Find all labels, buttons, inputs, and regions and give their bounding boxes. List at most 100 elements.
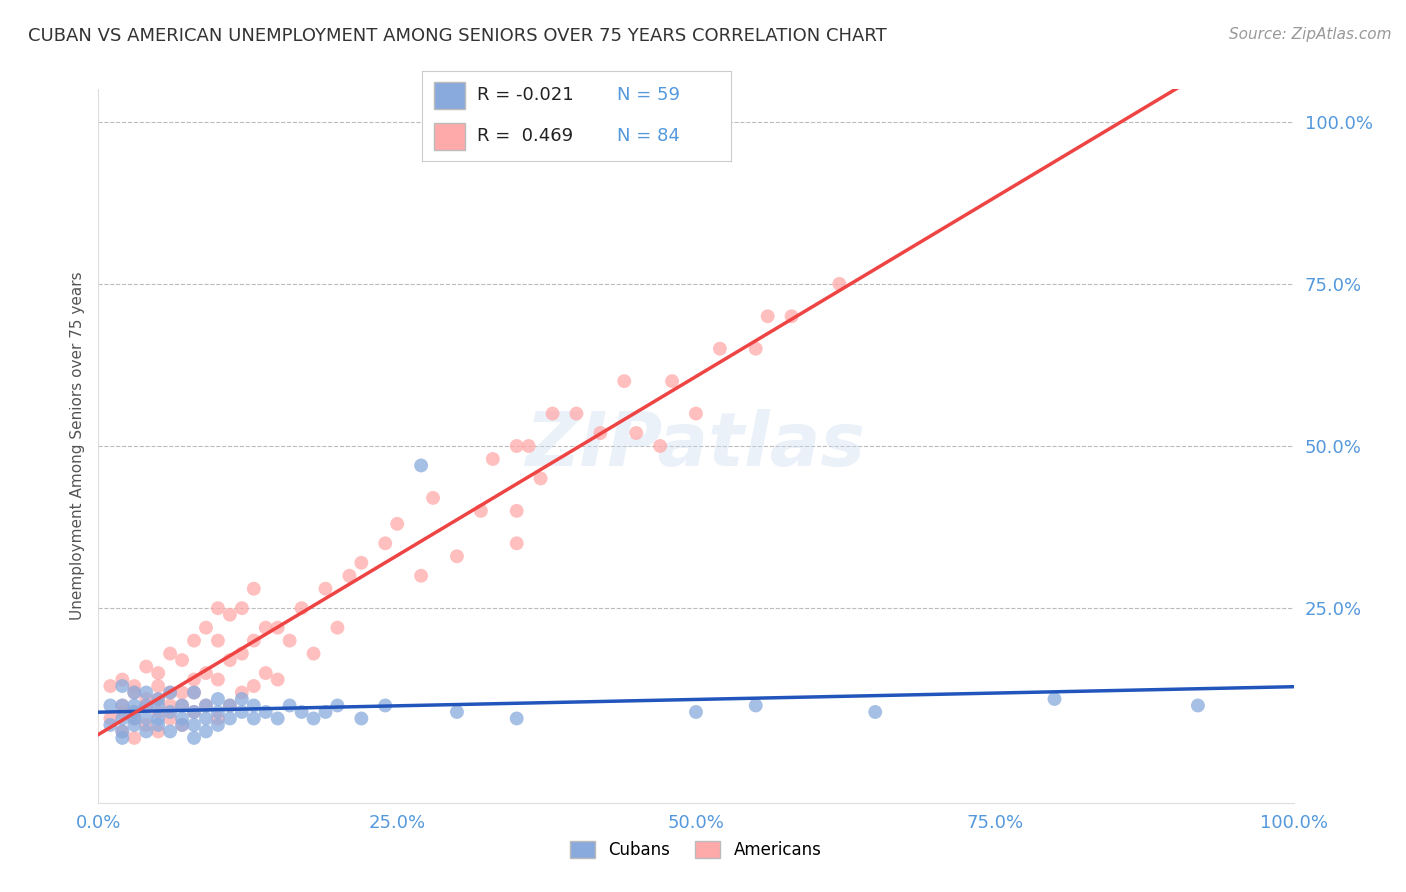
Text: CUBAN VS AMERICAN UNEMPLOYMENT AMONG SENIORS OVER 75 YEARS CORRELATION CHART: CUBAN VS AMERICAN UNEMPLOYMENT AMONG SEN…	[28, 27, 887, 45]
Point	[231, 601, 253, 615]
Point	[124, 679, 146, 693]
Point	[254, 666, 277, 681]
Point	[530, 471, 553, 485]
Y-axis label: Unemployment Among Seniors over 75 years: Unemployment Among Seniors over 75 years	[69, 272, 84, 620]
Point	[267, 711, 290, 725]
Point	[339, 568, 361, 582]
Point	[111, 724, 134, 739]
Point	[565, 407, 588, 421]
Point	[231, 705, 253, 719]
Point	[589, 425, 612, 440]
Point	[195, 621, 218, 635]
Point	[172, 718, 194, 732]
Point	[231, 647, 253, 661]
Point	[685, 407, 707, 421]
Point	[470, 504, 492, 518]
Point	[135, 659, 157, 673]
Point	[172, 711, 194, 725]
Point	[148, 679, 170, 693]
Point	[219, 607, 242, 622]
Point	[135, 724, 157, 739]
Point	[124, 698, 146, 713]
Point	[124, 685, 146, 699]
Point	[183, 673, 205, 687]
Point	[254, 705, 277, 719]
Point	[159, 647, 181, 661]
Point	[111, 724, 134, 739]
Point	[243, 633, 266, 648]
Point	[422, 491, 444, 505]
Point	[98, 679, 122, 693]
Point	[172, 653, 194, 667]
Point	[183, 685, 205, 699]
Text: Source: ZipAtlas.com: Source: ZipAtlas.com	[1229, 27, 1392, 42]
Point	[111, 673, 134, 687]
Point	[159, 698, 181, 713]
Point	[183, 731, 205, 745]
Point	[411, 568, 433, 582]
Point	[278, 698, 301, 713]
Point	[124, 685, 146, 699]
Point	[98, 698, 122, 713]
Point	[159, 724, 181, 739]
Point	[278, 633, 301, 648]
Point	[207, 633, 229, 648]
Point	[446, 549, 468, 564]
Point	[231, 685, 253, 699]
Point	[135, 692, 157, 706]
Point	[506, 711, 529, 725]
Point	[148, 705, 170, 719]
Point	[685, 705, 707, 719]
Point	[195, 666, 218, 681]
Point	[626, 425, 648, 440]
Point	[865, 705, 887, 719]
Point	[183, 718, 205, 732]
Point	[124, 711, 146, 725]
Text: R =  0.469: R = 0.469	[478, 128, 574, 145]
Point	[148, 698, 170, 713]
Text: N = 84: N = 84	[617, 128, 679, 145]
Point	[291, 601, 314, 615]
Point	[243, 582, 266, 596]
Point	[124, 731, 146, 745]
Point	[374, 698, 396, 713]
Point	[756, 310, 779, 324]
Point	[517, 439, 540, 453]
Point	[195, 698, 218, 713]
Point	[195, 724, 218, 739]
Point	[172, 698, 194, 713]
Point	[745, 342, 768, 356]
Point	[111, 698, 134, 713]
Point	[195, 698, 218, 713]
Point	[302, 647, 325, 661]
Text: N = 59: N = 59	[617, 87, 679, 104]
Point	[385, 516, 409, 531]
Point	[183, 633, 205, 648]
Point	[159, 685, 181, 699]
Point	[326, 698, 349, 713]
Point	[207, 705, 229, 719]
Point	[172, 718, 194, 732]
Point	[135, 711, 157, 725]
Point	[541, 407, 564, 421]
Point	[98, 711, 122, 725]
Point	[243, 679, 266, 693]
Point	[219, 698, 242, 713]
Point	[148, 718, 170, 732]
Point	[98, 718, 122, 732]
Point	[780, 310, 803, 324]
Point	[207, 673, 229, 687]
Point	[411, 458, 433, 473]
Point	[159, 705, 181, 719]
Point	[135, 698, 157, 713]
Point	[267, 621, 290, 635]
Point	[1043, 692, 1066, 706]
Point	[1187, 698, 1209, 713]
Point	[124, 705, 146, 719]
Point	[111, 711, 134, 725]
FancyBboxPatch shape	[434, 82, 465, 109]
Point	[613, 374, 636, 388]
Legend: Cubans, Americans: Cubans, Americans	[564, 834, 828, 866]
Point	[148, 692, 170, 706]
Point	[159, 685, 181, 699]
